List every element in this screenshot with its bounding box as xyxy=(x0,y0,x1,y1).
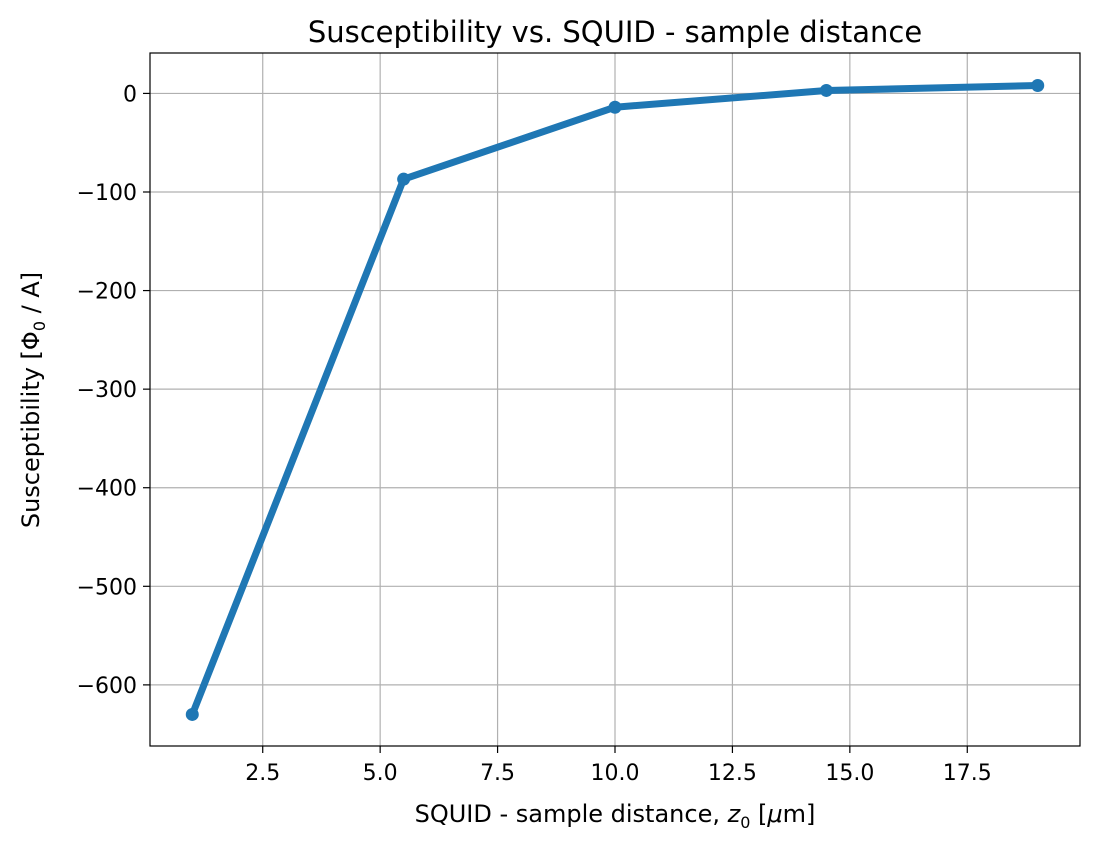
x-axis-title: SQUID - sample distance, z0 [μm] xyxy=(415,800,816,832)
grid xyxy=(150,53,1080,746)
ticks: 2.5 5.0 7.5 10.0 12.5 15.0 17.5 0 −100 −200 −300 −4… xyxy=(77,82,992,786)
y-tick-label: −100 xyxy=(77,181,137,206)
x-axis-title-unit-open: [ xyxy=(750,800,767,828)
x-axis-title-prefix: SQUID - sample distance, xyxy=(415,800,728,828)
x-tick-label: 10.0 xyxy=(591,761,640,786)
x-axis-title-subscript: 0 xyxy=(740,813,750,832)
chart-title: Susceptibility vs. SQUID - sample distan… xyxy=(308,15,922,49)
y-tick-label: −300 xyxy=(77,378,137,403)
y-tick-label: −500 xyxy=(77,575,137,600)
data-point xyxy=(185,707,199,721)
y-tick-label: 0 xyxy=(123,82,137,107)
x-axis-title-unit-symbol: μ xyxy=(766,800,782,828)
y-axis-title-symbol: Φ xyxy=(17,331,45,350)
data-point xyxy=(819,83,833,97)
x-tick-label: 7.5 xyxy=(480,761,515,786)
x-axis-title-unit-rest: m] xyxy=(783,800,816,828)
y-axis-title-subscript: 0 xyxy=(30,321,49,331)
x-tick-label: 12.5 xyxy=(708,761,757,786)
x-axis-title-symbol: z xyxy=(727,800,742,828)
y-tick-label: −600 xyxy=(77,674,137,699)
data-point xyxy=(608,100,622,114)
x-tick-label: 15.0 xyxy=(825,761,874,786)
y-axis-title-prefix: Susceptibility [ xyxy=(17,350,45,528)
y-axis-title-suffix: / A] xyxy=(17,272,45,321)
plot-frame xyxy=(149,52,1081,747)
y-tick-label: −400 xyxy=(77,477,137,502)
y-axis-title: Susceptibility [Φ0 / A] xyxy=(17,272,49,528)
x-tick-label: 5.0 xyxy=(363,761,398,786)
data-point xyxy=(1031,79,1045,93)
y-tick-label: −200 xyxy=(77,280,137,305)
series xyxy=(185,79,1045,721)
x-tick-label: 17.5 xyxy=(943,761,992,786)
data-point xyxy=(397,172,411,186)
x-tick-label: 2.5 xyxy=(245,761,280,786)
